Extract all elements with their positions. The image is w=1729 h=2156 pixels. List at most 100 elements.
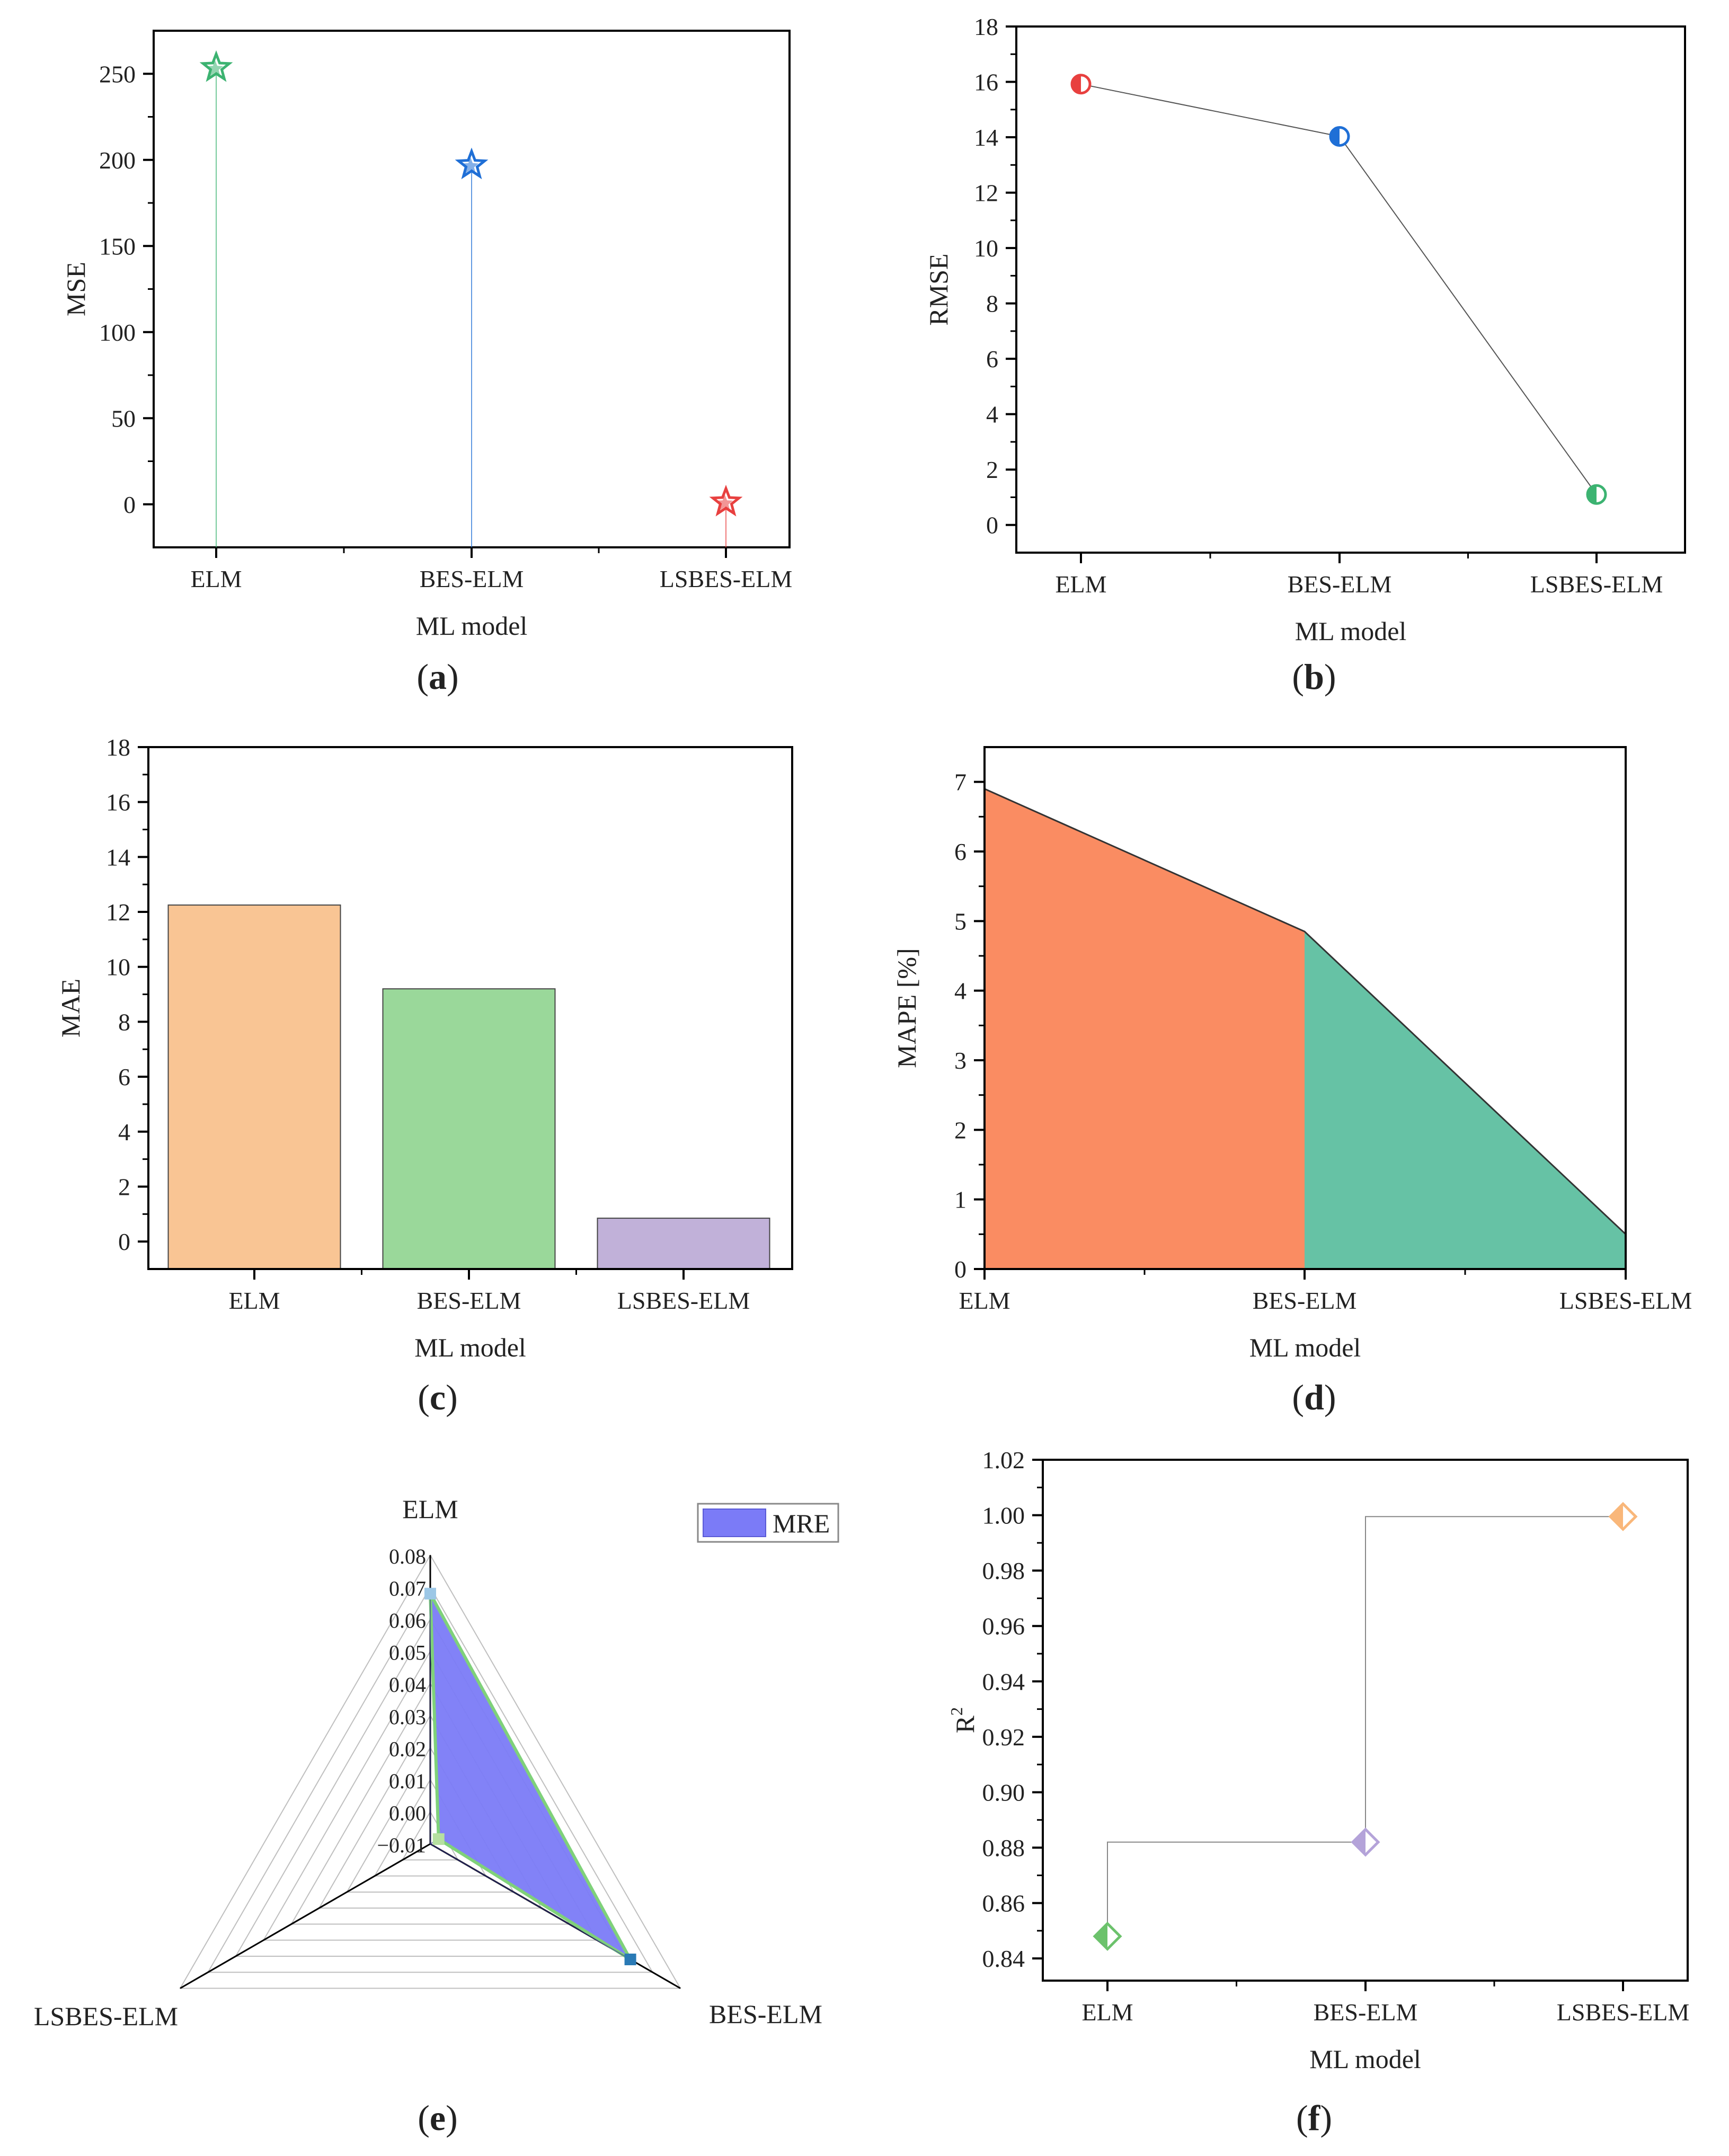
panel-caption: (f) [1296,2098,1332,2138]
y-tick-label: 1 [954,1186,967,1213]
caption-paren: ) [1324,1377,1336,1417]
panel-f-r2: 0.84 0.86 0.88 0.90 0.92 0.94 0.96 0.98 1.00 1.02… [947,1447,1689,2138]
y-tick-label: 6 [954,838,967,865]
radar-series-area [429,1593,635,1964]
bar [382,988,556,1270]
y-axis-label: R2 [947,1707,980,1733]
caption-letter: b [1304,656,1324,697]
y-tick-label: 12 [106,899,130,926]
y-tick-label: 16 [106,789,130,816]
radar-tick-label: 0.01 [389,1769,426,1793]
y-tick-label: 4 [986,401,998,428]
x-tick-label: BES-ELM [420,565,524,592]
area-segment-bes-elm [1305,931,1626,1269]
step-line [1107,1516,1623,1937]
y-tick-label: 0 [986,512,998,539]
caption-paren: ( [1296,2098,1308,2138]
radar-point [432,1833,445,1845]
y-tick-label: 6 [118,1063,130,1090]
x-tick-label: ELM [1055,571,1106,598]
half-circle-fill [1588,485,1597,504]
panel-e-mre-radar: −0.01 0.00 0.01 0.02 0.03 0.04 0.05 0.06 0.07 0.0… [34,1494,839,2138]
radar-spoke [430,1843,631,1960]
x-tick-label: ELM [228,1287,280,1314]
y-tick-label: 2 [118,1173,130,1200]
caption-paren: ( [418,2098,430,2138]
star-marker-fill [207,60,224,76]
caption-paren: ( [418,1377,430,1417]
radar-grid-ring [207,1586,654,1973]
bar [597,1218,770,1270]
caption-letter: e [430,2098,446,2138]
caption-letter: f [1308,2098,1321,2138]
y-tick-label: 7 [954,769,967,796]
y-tick-label: 12 [974,180,998,207]
panel-c-mae: 0 2 4 6 8 10 12 14 16 18 ELM BES-ELM LSBES-ELM ML mod… [56,734,793,1417]
radar-category-label: ELM [402,1494,458,1524]
legend-swatch [703,1509,766,1537]
diamond-marker-fill [1610,1504,1623,1530]
radar-tick-label: 0.06 [389,1609,426,1632]
radar-tick-label: 0.04 [389,1673,426,1697]
y-tick-label: 4 [954,978,967,1005]
radar-category-label: BES-ELM [709,1999,822,2029]
y-tick-label: 10 [106,954,130,981]
y-axis-label: MAE [56,979,85,1037]
y-tick-label: 0.90 [982,1779,1025,1806]
y-tick-label: 4 [118,1119,130,1146]
x-tick-label: LSBES-ELM [1557,1999,1689,2026]
y-tick-label: 1.02 [982,1447,1025,1474]
y-tick-label: 2 [954,1116,967,1143]
radar-axis [180,1843,431,1989]
x-tick-label: BES-ELM [417,1287,521,1314]
radar-tick-label: −0.01 [377,1833,426,1857]
y-tick-label: 5 [954,908,967,935]
y-tick-label: 14 [974,124,998,151]
y-tick-label: 0 [118,1228,130,1255]
y-tick-label: 100 [99,319,136,346]
radar-point [424,1587,436,1600]
bar [167,904,341,1270]
x-tick-label: ELM [1081,1999,1133,2026]
y-tick-label: 0.92 [982,1724,1025,1751]
legend-label: MRE [773,1509,830,1538]
y-axis-label: MAPE [%] [892,948,921,1068]
y-tick-label: 0 [954,1256,967,1283]
x-axis-label: ML model [414,1333,526,1362]
caption-letter: d [1304,1377,1324,1417]
y-axis-label: MSE [61,262,91,316]
radar-tick-label: 0.00 [389,1801,426,1825]
caption-paren: ) [447,656,459,697]
y-tick-label: 8 [986,290,998,317]
y-tick-label: 0.98 [982,1557,1025,1584]
y-tick-label: 14 [106,844,130,871]
radar-tick-label: 0.03 [389,1705,426,1729]
x-tick-label: ELM [959,1287,1010,1314]
caption-paren: ( [416,656,429,697]
panel-caption: (d) [1292,1377,1336,1417]
radar-grid-ring [179,1554,681,1989]
caption-paren: ) [446,1377,458,1417]
y-tick-label: 0.94 [982,1668,1025,1695]
y-tick-label: 0.88 [982,1834,1025,1861]
radar-tick-label: 0.02 [389,1737,426,1761]
y-axis-label-superscript: 2 [947,1707,966,1716]
y-tick-label: 150 [99,233,136,260]
diamond-marker-fill [1095,1923,1107,1949]
y-tick-label: 16 [974,69,998,96]
half-circle-fill [1331,127,1340,146]
caption-letter: a [429,656,447,697]
x-axis-label: ML model [1249,1333,1361,1362]
diamond-marker-fill [1353,1829,1366,1855]
x-axis-label: ML model [1295,616,1407,646]
x-tick-label: BES-ELM [1288,571,1392,598]
star-marker-fill [716,494,733,510]
y-tick-label: 0.96 [982,1613,1025,1640]
y-tick-label: 8 [118,1008,130,1035]
y-tick-label: 6 [986,345,998,372]
y-tick-label: 250 [99,60,136,87]
y-tick-label: 200 [99,147,136,174]
x-tick-label: LSBES-ELM [660,565,792,592]
radar-tick-label: 0.07 [389,1577,426,1601]
radar-tick-label: 0.08 [389,1545,426,1568]
